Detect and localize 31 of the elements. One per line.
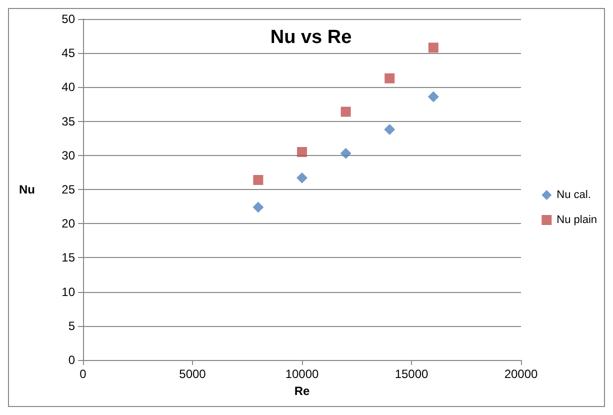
- legend-label: Nu cal.: [556, 189, 591, 201]
- y-tick-label: 35: [62, 114, 76, 128]
- y-tick-label: 40: [62, 80, 76, 94]
- x-tick-label: 10000: [285, 367, 320, 381]
- point: [428, 91, 439, 102]
- chart-title: Nu vs Re: [270, 27, 352, 48]
- y-tick-label: 15: [62, 250, 76, 265]
- y-tick-label: 10: [62, 284, 76, 299]
- y-tick-label: 0: [68, 353, 76, 367]
- point: [428, 42, 438, 53]
- x-tick-label: 0: [80, 367, 87, 381]
- point: [384, 124, 396, 135]
- y-tick-label: 25: [62, 182, 76, 196]
- y-tick-label: 50: [62, 12, 76, 26]
- y-tick-label: 30: [62, 148, 76, 162]
- point: [384, 73, 395, 84]
- x-tick-label: 20000: [504, 367, 538, 381]
- point: [340, 106, 351, 117]
- y-tick-label: 45: [62, 46, 76, 60]
- point: [253, 174, 264, 185]
- point: [252, 202, 264, 213]
- x-axis-title: Re: [294, 384, 310, 398]
- y-axis-title: Nu: [19, 182, 35, 196]
- point: [297, 146, 307, 157]
- y-tick-label: 20: [62, 216, 76, 231]
- point: [340, 148, 352, 159]
- y-tick-label: 5: [68, 318, 76, 333]
- point: [296, 172, 308, 184]
- x-tick-label: 5000: [179, 367, 206, 381]
- legend-label: Nu plain: [556, 214, 597, 226]
- x-tick-label: 15000: [394, 367, 429, 381]
